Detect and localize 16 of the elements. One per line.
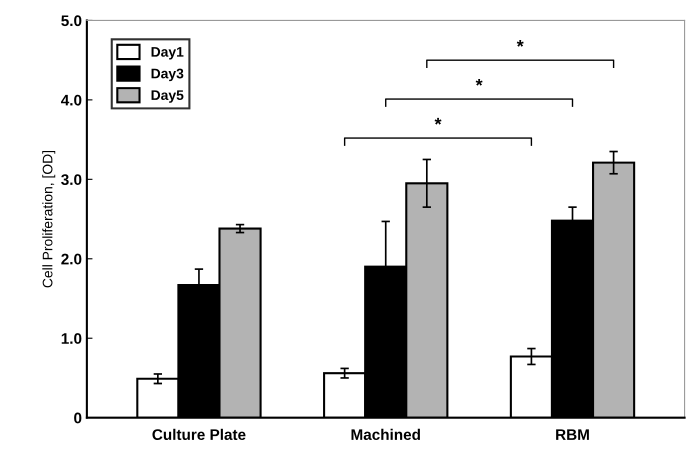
y-tick-label: 4.0 [61, 94, 82, 106]
annotation: * [434, 118, 442, 125]
y-tick-label: 1.0 [62, 333, 82, 344]
y-tick-label: 2.0 [61, 254, 82, 264]
legend-label: Day5 [152, 90, 184, 103]
y-axis-title: Cell Proliferation, [OD] [42, 150, 56, 288]
legend-label: Day3 [152, 68, 184, 82]
annotation: * [476, 78, 483, 86]
x-tick-label: RBM [556, 429, 589, 440]
legend-label: Day1 [152, 47, 184, 60]
y-tick-label: 0 [74, 412, 82, 424]
x-tick-label: Culture Plate [152, 428, 246, 440]
y-tick-label: 5.0 [61, 15, 82, 26]
y-tick-label: 3.0 [61, 174, 82, 186]
x-tick-label: Machined [352, 428, 420, 440]
annotation: * [516, 40, 524, 47]
